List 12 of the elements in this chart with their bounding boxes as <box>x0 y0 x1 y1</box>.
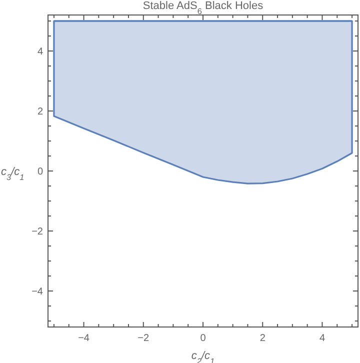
y-tick-label: 4 <box>37 46 44 58</box>
y-tick-label: 2 <box>37 106 44 118</box>
x-tick-label: 4 <box>319 333 326 344</box>
x-tick-label: −2 <box>138 333 150 344</box>
y-axis-title: c$_{3}$/c$_{1}$ <box>1 166 24 182</box>
chart-title: Stable AdS$_{6}$ Black Holes <box>142 0 264 16</box>
y-tick-label: −2 <box>32 226 44 238</box>
x-tick-label: 2 <box>260 333 266 344</box>
x-tick-label: −4 <box>78 333 90 344</box>
y-tick-label: −4 <box>32 286 44 298</box>
x-tick-label: 0 <box>200 333 206 344</box>
y-tick-label: 0 <box>37 166 44 178</box>
